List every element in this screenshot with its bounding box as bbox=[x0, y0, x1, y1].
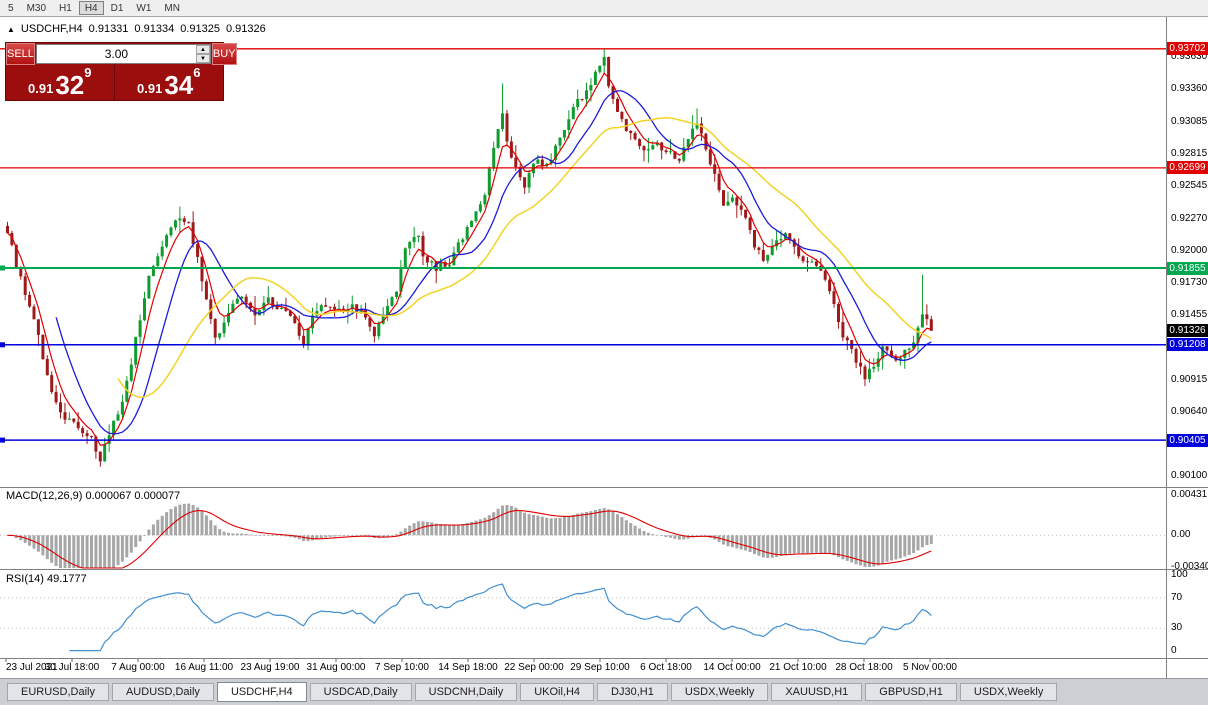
macd-histogram bbox=[6, 503, 933, 568]
timeframe-toolbar: 5 M30 H1 H4 D1 W1 MN bbox=[0, 0, 1208, 17]
price-tick: 0.92000 bbox=[1171, 245, 1208, 256]
volume-down-button[interactable]: ▼ bbox=[195, 54, 210, 63]
tab-usdx-weekly[interactable]: USDX,Weekly bbox=[670, 683, 769, 701]
timeframe-mn[interactable]: MN bbox=[158, 1, 186, 15]
chart-tab-bar: EURUSD,Daily AUDUSD,Daily USDCHF,H4 USDCAD,… bbox=[0, 678, 1208, 705]
tab-eurusd-daily[interactable]: EURUSD,Daily bbox=[7, 683, 109, 701]
rsi-tick: 70 bbox=[1171, 592, 1183, 603]
timeframe-h4[interactable]: H4 bbox=[78, 1, 104, 15]
level-anchor[interactable] bbox=[0, 342, 5, 348]
price-tick: 0.93085 bbox=[1171, 116, 1208, 127]
buy-price[interactable]: 0.91 34 6 bbox=[115, 65, 224, 100]
time-label: 14 Oct 00:00 bbox=[703, 662, 761, 673]
moving-average-5 bbox=[7, 72, 932, 446]
price-tick: 0.90100 bbox=[1171, 470, 1208, 481]
chart-ohlc-header: ▲ USDCHF,H4 0.91331 0.91334 0.91325 0.91… bbox=[7, 23, 266, 35]
ohlc-open: 0.91331 bbox=[88, 23, 129, 35]
moving-average-26 bbox=[117, 117, 932, 398]
timeframe-d1[interactable]: D1 bbox=[105, 1, 130, 15]
price-level-tag[interactable]: 0.91855 bbox=[1167, 262, 1208, 275]
price-chart[interactable] bbox=[0, 17, 1208, 678]
chart-region: ▲ USDCHF,H4 0.91331 0.91334 0.91325 0.91… bbox=[0, 17, 1208, 678]
price-tick: 0.91730 bbox=[1171, 277, 1208, 288]
ohlc-low: 0.91325 bbox=[180, 23, 220, 35]
time-label: 21 Oct 10:00 bbox=[769, 662, 827, 673]
time-label: 5 Nov 00:00 bbox=[903, 662, 957, 673]
time-label: 23 Jul 2021 bbox=[6, 662, 58, 673]
rsi-label: RSI(14) 49.1777 bbox=[6, 573, 87, 585]
timeframe-m30[interactable]: M30 bbox=[21, 1, 52, 15]
tab-dj30-h1[interactable]: DJ30,H1 bbox=[597, 683, 668, 701]
sell-price-pip: 9 bbox=[84, 65, 92, 80]
price-level-tag[interactable]: 0.90405 bbox=[1167, 434, 1208, 447]
one-click-trading-panel: SELL ▲ ▼ BUY 0.91 32 9 0.91 bbox=[5, 42, 237, 101]
time-label: 7 Sep 10:00 bbox=[375, 662, 429, 673]
rsi-tick: 30 bbox=[1171, 622, 1183, 633]
rsi-line bbox=[69, 583, 932, 652]
current-price-tag: 0.91326 bbox=[1167, 324, 1208, 337]
time-label: 6 Oct 18:00 bbox=[640, 662, 692, 673]
time-label: 29 Sep 10:00 bbox=[570, 662, 630, 673]
price-tick: 0.90640 bbox=[1171, 406, 1208, 417]
level-anchor[interactable] bbox=[0, 437, 5, 443]
buy-button[interactable]: BUY bbox=[211, 43, 237, 65]
volume-input[interactable] bbox=[36, 45, 196, 63]
timeframe-w1[interactable]: W1 bbox=[130, 1, 157, 15]
candles bbox=[6, 48, 933, 467]
sell-price[interactable]: 0.91 32 9 bbox=[6, 65, 115, 100]
price-tick: 0.91455 bbox=[1171, 309, 1208, 320]
collapse-trade-panel-icon[interactable]: ▲ bbox=[7, 24, 15, 34]
price-level-tag[interactable]: 0.92699 bbox=[1167, 161, 1208, 174]
price-tick: 0.92545 bbox=[1171, 180, 1208, 191]
sell-price-prefix: 0.91 bbox=[28, 81, 54, 96]
buy-price-pip: 6 bbox=[193, 65, 201, 80]
tab-gbpusd-h1[interactable]: GBPUSD,H1 bbox=[865, 683, 957, 701]
macd-label: MACD(12,26,9) 0.000067 0.000077 bbox=[6, 490, 181, 502]
price-tick: 0.93360 bbox=[1171, 83, 1208, 94]
tab-audusd-daily[interactable]: AUDUSD,Daily bbox=[111, 683, 214, 701]
time-label: 30 Jul 18:00 bbox=[44, 662, 100, 673]
price-tick: 0.92815 bbox=[1171, 148, 1208, 159]
rsi-tick: 0 bbox=[1171, 645, 1177, 656]
rsi-tick: 100 bbox=[1171, 569, 1188, 580]
sell-button[interactable]: SELL bbox=[6, 43, 35, 65]
timeframe-h1[interactable]: H1 bbox=[53, 1, 78, 15]
tab-usdcnh-daily[interactable]: USDCNH,Daily bbox=[414, 683, 518, 701]
time-label: 22 Sep 00:00 bbox=[504, 662, 564, 673]
macd-signal-line bbox=[7, 509, 932, 569]
time-label: 7 Aug 00:00 bbox=[111, 662, 165, 673]
price-tick: 0.92270 bbox=[1171, 213, 1208, 224]
timeframe-5[interactable]: 5 bbox=[2, 1, 20, 15]
time-label: 31 Aug 00:00 bbox=[306, 662, 366, 673]
tab-usdcad-daily[interactable]: USDCAD,Daily bbox=[309, 683, 412, 701]
sell-price-big: 32 bbox=[55, 70, 85, 100]
volume-spinner: ▲ ▼ bbox=[195, 45, 210, 63]
tab-usdchf-h4[interactable]: USDCHF,H4 bbox=[216, 682, 307, 702]
chart-symbol-label: USDCHF,H4 bbox=[20, 23, 83, 35]
tab-usdx-weekly[interactable]: USDX,Weekly bbox=[959, 683, 1058, 701]
time-label: 28 Oct 18:00 bbox=[835, 662, 893, 673]
ohlc-high: 0.91334 bbox=[134, 23, 175, 35]
price-tick: 0.90915 bbox=[1171, 374, 1208, 385]
tab-ukoil-h4[interactable]: UKOil,H4 bbox=[520, 683, 595, 701]
buy-price-prefix: 0.91 bbox=[137, 81, 163, 96]
time-label: 14 Sep 18:00 bbox=[438, 662, 498, 673]
time-label: 23 Aug 19:00 bbox=[240, 662, 300, 673]
macd-tick: -0.00340 bbox=[1171, 561, 1208, 572]
level-anchor[interactable] bbox=[0, 265, 5, 271]
price-tick: 0.93630 bbox=[1171, 51, 1208, 62]
tab-xauusd-h1[interactable]: XAUUSD,H1 bbox=[771, 683, 863, 701]
price-level-tag[interactable]: 0.91208 bbox=[1167, 338, 1208, 351]
price-level-tag[interactable]: 0.93702 bbox=[1167, 42, 1208, 55]
volume-up-button[interactable]: ▲ bbox=[195, 45, 210, 54]
moving-average-12 bbox=[55, 90, 932, 435]
macd-tick: 0.00431 bbox=[1171, 489, 1208, 500]
time-label: 16 Aug 11:00 bbox=[174, 662, 234, 673]
macd-tick: 0.00 bbox=[1171, 529, 1191, 540]
volume-box: ▲ ▼ bbox=[35, 44, 211, 64]
ohlc-close: 0.91326 bbox=[225, 23, 266, 35]
buy-price-big: 34 bbox=[164, 70, 194, 100]
